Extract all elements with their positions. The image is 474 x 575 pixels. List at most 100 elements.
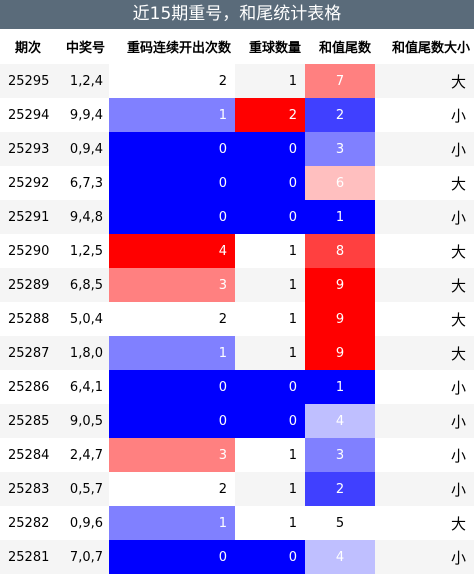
size-cell: 小 (375, 472, 474, 506)
sum-tail-cell: 3 (305, 438, 375, 472)
numbers-cell: 9,4,8 (56, 200, 109, 234)
repeat-count-cell: 1 (288, 311, 297, 327)
issue-cell: 25282 (8, 515, 50, 531)
issue-cell: 25295 (0, 64, 56, 98)
sum-tail-cell: 1 (305, 200, 375, 234)
table-row: 25287 1,8,0 1 1 9 大 (0, 336, 474, 370)
issue-cell: 25284 (8, 447, 50, 463)
numbers-cell: 6,8,5 (56, 268, 109, 302)
repeat-streak-cell: 0 (109, 370, 235, 404)
issue-cell: 25294 (8, 107, 50, 123)
repeat-streak-cell: 2 (109, 302, 235, 336)
sum-tail-cell: 6 (305, 166, 375, 200)
sum-tail-cell: 2 (305, 472, 375, 506)
table-row: 25293 0,9,4 0 0 3 小 (0, 132, 474, 166)
table-row: 25281 7,0,7 0 0 4 小 (0, 540, 474, 574)
header-row: 期次 中奖号 重码连续开出次数 重球数量 和值尾数 和值尾数大小 (0, 29, 474, 64)
numbers-cell: 1,8,0 (56, 336, 109, 370)
repeat-count-cell: 0 (235, 404, 305, 438)
size-cell: 大 (450, 310, 466, 329)
sum-tail-cell: 5 (305, 506, 375, 540)
size-cell: 小 (450, 378, 466, 397)
issue-cell: 25281 (0, 540, 56, 574)
size-cell: 大 (375, 336, 474, 370)
size-cell: 大 (375, 64, 474, 98)
table-row: 25286 6,4,1 0 0 1 小 (0, 370, 474, 404)
size-cell: 小 (375, 404, 474, 438)
sum-tail-cell: 9 (305, 302, 375, 336)
issue-cell: 25286 (8, 379, 50, 395)
repeat-streak-cell: 1 (109, 98, 235, 132)
numbers-cell: 1,2,5 (69, 243, 103, 259)
numbers-cell: 2,4,7 (69, 447, 103, 463)
table-row: 25288 5,0,4 2 1 9 大 (0, 302, 474, 336)
repeat-count-cell: 0 (235, 200, 305, 234)
issue-cell: 25292 (8, 175, 50, 191)
repeat-count-cell: 0 (235, 370, 305, 404)
numbers-cell: 7,0,7 (56, 540, 109, 574)
repeat-streak-cell: 0 (109, 200, 235, 234)
repeat-streak-cell: 0 (109, 404, 235, 438)
table-row: 25289 6,8,5 3 1 9 大 (0, 268, 474, 302)
numbers-cell: 9,0,5 (56, 404, 109, 438)
repeat-streak-cell: 1 (109, 336, 235, 370)
size-cell: 大 (375, 268, 474, 302)
size-cell: 大 (450, 514, 466, 533)
issue-cell: 25285 (0, 404, 56, 438)
repeat-count-cell: 0 (235, 166, 305, 200)
repeat-count-cell: 1 (235, 336, 305, 370)
header-repeat-count: 重球数量 (235, 29, 305, 64)
repeat-streak-cell: 4 (109, 234, 235, 268)
repeat-count-cell: 0 (235, 132, 305, 166)
size-cell: 小 (375, 200, 474, 234)
repeat-streak-cell: 1 (109, 506, 235, 540)
header-sum-tail: 和值尾数 (305, 29, 375, 64)
numbers-cell: 6,7,3 (69, 175, 103, 191)
repeat-count-cell: 1 (288, 447, 297, 463)
numbers-cell: 1,2,4 (56, 64, 109, 98)
repeat-count-cell: 1 (288, 243, 297, 259)
issue-cell: 25290 (8, 243, 50, 259)
table-row: 25290 1,2,5 4 1 8 大 (0, 234, 474, 268)
issue-cell: 25287 (0, 336, 56, 370)
table-row: 25282 0,9,6 1 1 5 大 (0, 506, 474, 540)
size-cell: 大 (450, 174, 466, 193)
numbers-cell: 0,9,6 (69, 515, 103, 531)
issue-cell: 25293 (0, 132, 56, 166)
repeat-streak-cell: 3 (109, 268, 235, 302)
table-title: 近15期重号，和尾统计表格 (0, 0, 474, 29)
issue-cell: 25291 (0, 200, 56, 234)
repeat-streak-cell: 0 (109, 540, 235, 574)
repeat-count-cell: 1 (288, 515, 297, 531)
header-numbers: 中奖号 (56, 29, 109, 64)
stats-table: 期次 中奖号 重码连续开出次数 重球数量 和值尾数 和值尾数大小 25295 1,… (0, 29, 474, 574)
repeat-streak-cell: 3 (109, 438, 235, 472)
issue-cell: 25283 (0, 472, 56, 506)
header-sum-tail-size: 和值尾数大小 (375, 29, 474, 64)
repeat-streak-cell: 0 (109, 132, 235, 166)
header-issue: 期次 (0, 29, 56, 64)
repeat-count-cell: 1 (235, 64, 305, 98)
size-cell: 小 (450, 106, 466, 125)
size-cell: 小 (375, 132, 474, 166)
repeat-streak-cell: 2 (109, 472, 235, 506)
table-row: 25283 0,5,7 2 1 2 小 (0, 472, 474, 506)
repeat-count-cell: 1 (235, 472, 305, 506)
table-row: 25295 1,2,4 2 1 7 大 (0, 64, 474, 98)
header-repeat-streak: 重码连续开出次数 (109, 29, 235, 64)
sum-tail-cell: 1 (305, 370, 375, 404)
repeat-count-cell: 0 (235, 540, 305, 574)
sum-tail-cell: 9 (305, 268, 375, 302)
repeat-count-cell: 1 (235, 268, 305, 302)
repeat-streak-cell: 0 (109, 166, 235, 200)
numbers-cell: 6,4,1 (69, 379, 103, 395)
sum-tail-cell: 7 (305, 64, 375, 98)
table-row: 25285 9,0,5 0 0 4 小 (0, 404, 474, 438)
issue-cell: 25289 (0, 268, 56, 302)
issue-cell: 25288 (8, 311, 50, 327)
table-body: 25295 1,2,4 2 1 7 大 25294 9,9,4 1 2 2 小 25293 0,9,4 0 0… (0, 64, 474, 574)
repeat-streak-cell: 2 (109, 64, 235, 98)
numbers-cell: 0,9,4 (56, 132, 109, 166)
sum-tail-cell: 3 (305, 132, 375, 166)
sum-tail-cell: 4 (305, 404, 375, 438)
